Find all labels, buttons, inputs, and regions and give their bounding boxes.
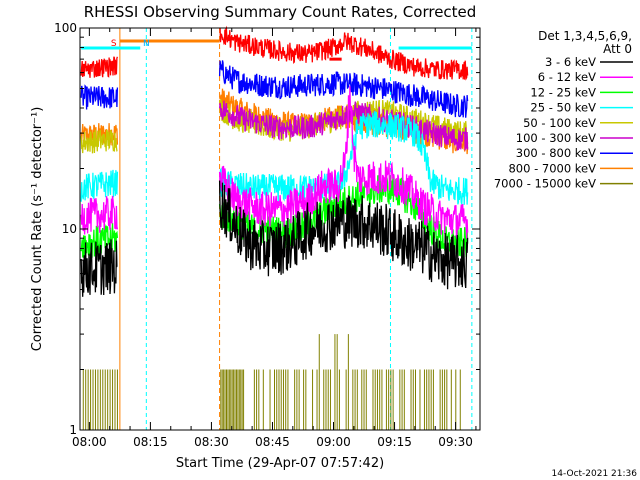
series-red-overlay [80,25,469,81]
x-tick-label: 08:00 [72,435,107,449]
flag-letter-n: N [143,39,150,49]
flag-letter-s: S [111,39,117,49]
series-6-12-kev [80,86,469,239]
series-line [80,84,119,110]
legend-label: 800 - 7000 keV [508,161,596,175]
y-tick-label: 1 [69,423,77,437]
series-300-800-kev [80,60,469,118]
legend-label: 300 - 800 keV [516,146,596,160]
series-line [80,239,118,297]
y-tick-label: 10 [62,222,77,236]
series-7000-15000-kev [82,334,461,430]
x-axis-label: Start Time (29-Apr-07 07:57:42) [176,456,384,471]
legend-label: 100 - 300 keV [516,131,596,145]
series-line [80,195,119,235]
legend-label: 25 - 50 keV [530,101,596,115]
axes: 1 10 100 08:00 08:15 08:30 08:45 09:00 09:15 09:3… [54,21,480,449]
x-tick-label: 08:15 [133,435,168,449]
series-line [80,56,119,78]
x-tick-label: 09:00 [316,435,351,449]
series-line [218,86,469,239]
series-line [80,129,118,154]
series-line [219,25,469,81]
x-tick-label: 09:15 [377,435,412,449]
y-axis-label: Corrected Count Rate (s⁻¹ detector⁻¹) [30,107,45,352]
series-line [218,60,469,118]
series-line [218,100,469,151]
series-3-6-kev [80,180,469,297]
y-tick-label: 100 [54,21,77,35]
series-line [218,180,469,290]
x-tick-label: 08:45 [255,435,290,449]
series-100-300-kev [218,100,469,151]
legend-label: 50 - 100 keV [523,116,596,130]
x-tick-label: 09:30 [438,435,473,449]
footer-date: 14-Oct-2021 21:36 [552,469,638,479]
series-line [80,169,119,202]
legend-label: 3 - 6 keV [545,55,596,69]
legend-label: 6 - 12 keV [538,70,596,84]
chart-title: RHESSI Observing Summary Count Rates, Co… [84,3,477,21]
legend-header-line-1: Det 1,3,4,5,6,9, [538,29,632,43]
legend-label: 7000 - 15000 keV [494,177,596,191]
legend-label: 12 - 25 keV [530,85,596,99]
legend-header-line-2: Att 0 [603,42,632,56]
x-tick-label: 08:30 [194,435,229,449]
